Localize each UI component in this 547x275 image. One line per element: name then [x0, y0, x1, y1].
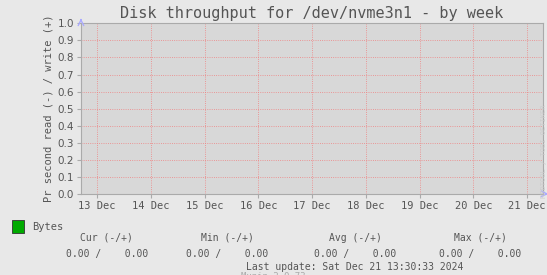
Text: Max (-/+): Max (-/+) — [454, 233, 507, 243]
Text: Munin 2.0.73: Munin 2.0.73 — [241, 272, 306, 275]
Text: 0.00 /    0.00: 0.00 / 0.00 — [186, 249, 268, 259]
Text: Min (-/+): Min (-/+) — [201, 233, 253, 243]
Text: 0.00 /    0.00: 0.00 / 0.00 — [315, 249, 397, 259]
Text: RRDTOOL / TOBI OETIKER: RRDTOOL / TOBI OETIKER — [542, 104, 547, 198]
Text: 0.00 /    0.00: 0.00 / 0.00 — [66, 249, 148, 259]
Title: Disk throughput for /dev/nvme3n1 - by week: Disk throughput for /dev/nvme3n1 - by we… — [120, 6, 504, 21]
Y-axis label: Pr second read (-) / write (+): Pr second read (-) / write (+) — [43, 15, 54, 202]
Text: Avg (-/+): Avg (-/+) — [329, 233, 382, 243]
Text: 0.00 /    0.00: 0.00 / 0.00 — [439, 249, 521, 259]
Text: Bytes: Bytes — [32, 222, 63, 232]
Text: Last update: Sat Dec 21 13:30:33 2024: Last update: Sat Dec 21 13:30:33 2024 — [246, 262, 463, 272]
Text: Cur (-/+): Cur (-/+) — [80, 233, 133, 243]
